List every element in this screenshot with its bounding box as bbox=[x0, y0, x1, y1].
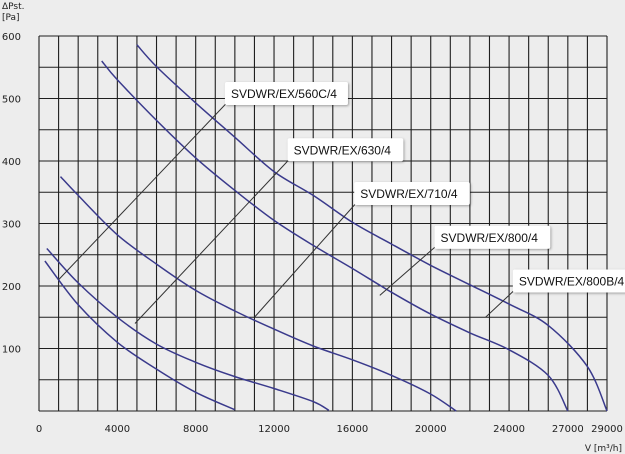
leader-lines bbox=[58, 98, 520, 324]
series-line-svdwr-ex-800-4 bbox=[101, 60, 569, 412]
series-label-box bbox=[287, 138, 404, 162]
series-line-svdwr-ex-710-4 bbox=[59, 176, 457, 412]
series-label-text: SVDWR/EX/800B/4 bbox=[519, 275, 625, 289]
x-tick-label: 27000 bbox=[552, 424, 584, 435]
series-label-text: SVDWR/EX/710/4 bbox=[360, 187, 458, 201]
y-axis-unit: [Pa] bbox=[2, 13, 20, 23]
x-tick-label: 24000 bbox=[493, 424, 525, 435]
series-label-text: SVDWR/EX/800/4 bbox=[441, 231, 539, 245]
series-label: SVDWR/EX/800B/4 bbox=[512, 269, 625, 293]
label-leader-line bbox=[254, 198, 361, 318]
series-label-box bbox=[354, 182, 470, 205]
series-label: SVDWR/EX/710/4 bbox=[354, 182, 470, 205]
y-tick-label: 100 bbox=[2, 345, 21, 356]
x-tick-label: 20000 bbox=[415, 424, 447, 435]
y-tick-label: 400 bbox=[2, 157, 21, 168]
series-label-text: SVDWR/EX/560C/4 bbox=[231, 87, 337, 101]
y-tick-label: 500 bbox=[2, 95, 21, 106]
series-label-text: SVDWR/EX/630/4 bbox=[294, 143, 392, 157]
series-label: SVDWR/EX/800/4 bbox=[434, 225, 551, 249]
curves bbox=[44, 44, 608, 412]
series-line-svdwr-ex-800b-4 bbox=[136, 44, 608, 412]
series-label: SVDWR/EX/630/4 bbox=[287, 138, 404, 162]
y-tick-label: 600 bbox=[2, 32, 21, 43]
label-leader-line bbox=[134, 154, 294, 324]
series-line-svdwr-ex-630-4 bbox=[46, 247, 330, 412]
label-leader-line bbox=[379, 241, 441, 296]
y-axis-title: ΔPst. bbox=[2, 2, 25, 12]
y-tick-label: 300 bbox=[2, 220, 21, 231]
x-tick-label: 16000 bbox=[336, 424, 368, 435]
series-label: SVDWR/EX/560C/4 bbox=[224, 82, 348, 105]
tick-labels: 0 4000 8000 12000 16000 20000 24000 27000 29000 1… bbox=[2, 32, 623, 435]
x-tick-label: 0 bbox=[36, 424, 42, 435]
x-axis-title: V [m³/h] bbox=[585, 444, 622, 454]
series-label-box bbox=[434, 225, 551, 249]
series-label-box bbox=[512, 269, 625, 293]
series-line-svdwr-ex-560c-4 bbox=[44, 260, 236, 411]
x-tick-label: 29000 bbox=[591, 424, 623, 435]
series-labels: SVDWR/EX/560C/4 SVDWR/EX/630/4 SVDWR/EX/71… bbox=[224, 82, 625, 293]
x-tick-label: 4000 bbox=[105, 424, 130, 435]
x-tick-label: 8000 bbox=[183, 424, 208, 435]
x-tick-label: 12000 bbox=[258, 424, 290, 435]
label-leader-line bbox=[58, 98, 232, 281]
series-label-box bbox=[224, 82, 348, 105]
y-tick-label: 200 bbox=[2, 282, 21, 293]
